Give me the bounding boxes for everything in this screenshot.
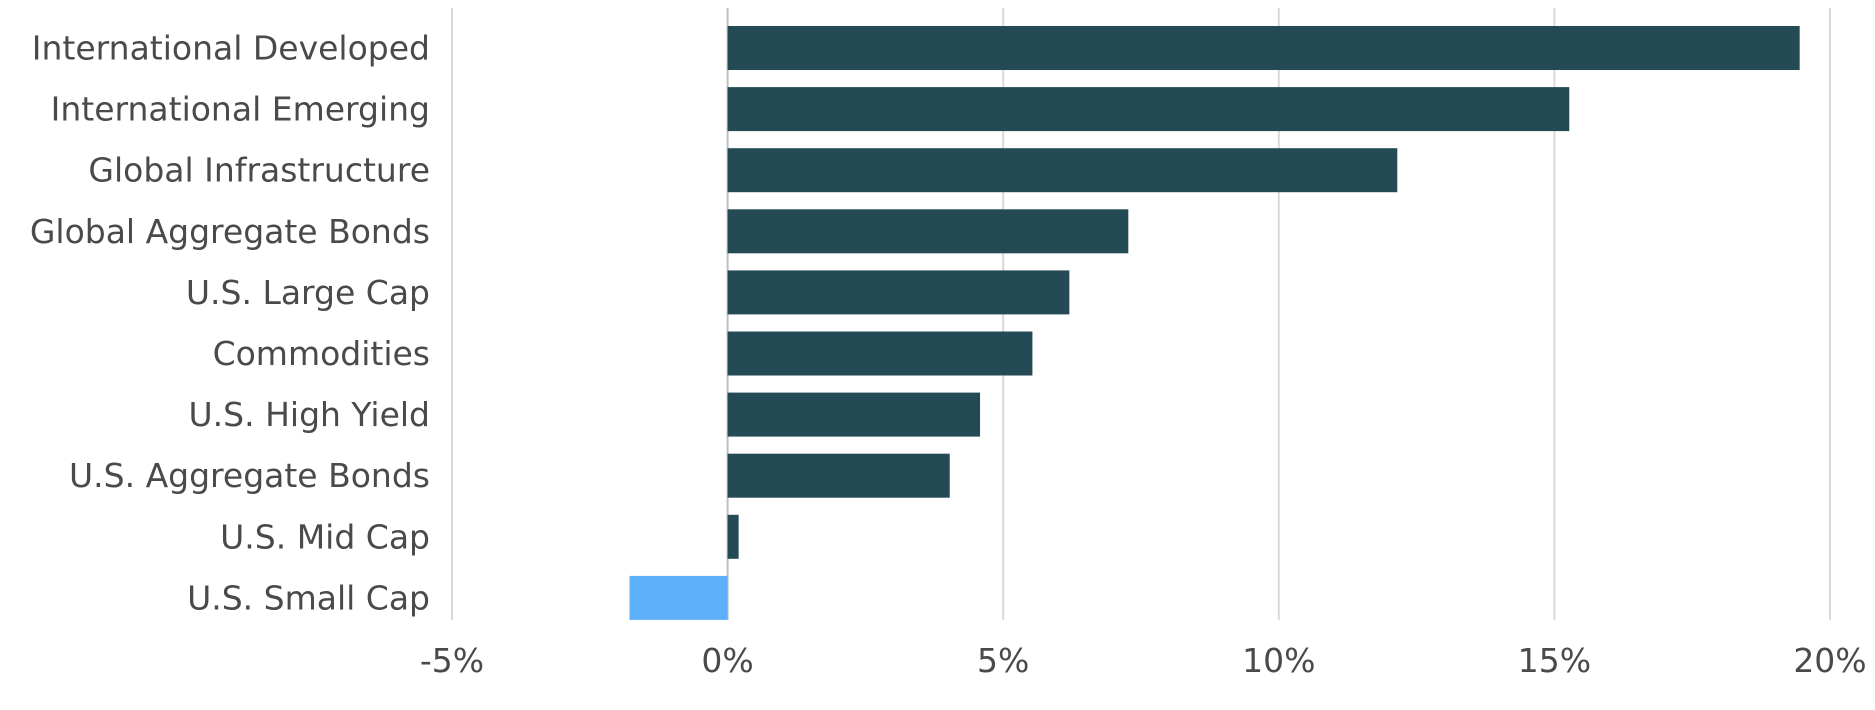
bar-3 xyxy=(727,209,1129,254)
bar-2 xyxy=(727,148,1398,193)
bar-6 xyxy=(727,392,981,437)
bar-4 xyxy=(727,270,1070,315)
x-tick-label-5: 20% xyxy=(1793,641,1866,680)
bar-9 xyxy=(629,575,728,620)
category-label-3: Global Aggregate Bonds xyxy=(30,212,430,251)
bar-5 xyxy=(727,331,1033,376)
category-label-5: Commodities xyxy=(213,334,430,373)
category-label-4: U.S. Large Cap xyxy=(186,273,430,312)
category-label-8: U.S. Mid Cap xyxy=(220,517,430,556)
category-label-1: International Emerging xyxy=(51,90,430,129)
x-tick-label-1: 0% xyxy=(701,641,753,680)
x-axis-tick-labels: -5% 0% 5% 10% 15% 20% xyxy=(420,641,1867,680)
bars xyxy=(629,26,1800,620)
x-tick-label-3: 10% xyxy=(1242,641,1315,680)
bar-1 xyxy=(727,87,1570,132)
x-tick-label-2: 5% xyxy=(977,641,1029,680)
category-label-9: U.S. Small Cap xyxy=(187,578,430,617)
category-label-7: U.S. Aggregate Bonds xyxy=(69,456,430,495)
category-labels: International Developed International Eme… xyxy=(30,29,430,618)
category-label-2: Global Infrastructure xyxy=(88,151,430,190)
x-tick-label-4: 15% xyxy=(1518,641,1591,680)
bar-7 xyxy=(727,453,950,498)
bar-0 xyxy=(727,26,1800,70)
bar-8 xyxy=(727,514,739,559)
category-label-6: U.S. High Yield xyxy=(189,395,430,434)
category-label-0: International Developed xyxy=(32,29,430,68)
x-tick-label-0: -5% xyxy=(420,641,484,680)
